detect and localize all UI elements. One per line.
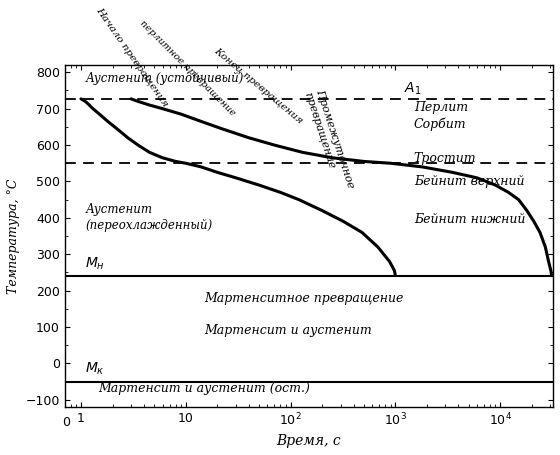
- Y-axis label: Температура, °С: Температура, °С: [7, 178, 20, 294]
- Text: Мартенсит и аустенит (ост.): Мартенсит и аустенит (ост.): [98, 382, 310, 395]
- Text: $М_н$: $М_н$: [85, 256, 105, 273]
- X-axis label: Время, с: Время, с: [277, 434, 341, 448]
- Text: Бейнит нижний: Бейнит нижний: [414, 213, 525, 226]
- Text: Мартенсит и аустенит: Мартенсит и аустенит: [204, 324, 372, 337]
- Text: перлитное превращение: перлитное превращение: [138, 19, 237, 118]
- Text: $М_к$: $М_к$: [85, 361, 105, 377]
- Text: Конец превращения: Конец превращения: [212, 46, 305, 125]
- Text: Аустенит (устойчивый): Аустенит (устойчивый): [85, 72, 244, 85]
- Text: Тростит: Тростит: [414, 152, 477, 165]
- Text: $A_1$: $A_1$: [404, 81, 421, 97]
- Text: Промежуточное
превращение: Промежуточное превращение: [302, 87, 355, 193]
- Text: Мартенситное превращение: Мартенситное превращение: [204, 292, 404, 304]
- Text: Аустенит
(переохлажденный): Аустенит (переохлажденный): [85, 203, 213, 232]
- Text: Перлит
Сорбит: Перлит Сорбит: [414, 101, 468, 131]
- Text: Начало превращения: Начало превращения: [95, 6, 170, 108]
- Text: Бейнит верхний: Бейнит верхний: [414, 175, 524, 188]
- Text: 0: 0: [62, 416, 70, 429]
